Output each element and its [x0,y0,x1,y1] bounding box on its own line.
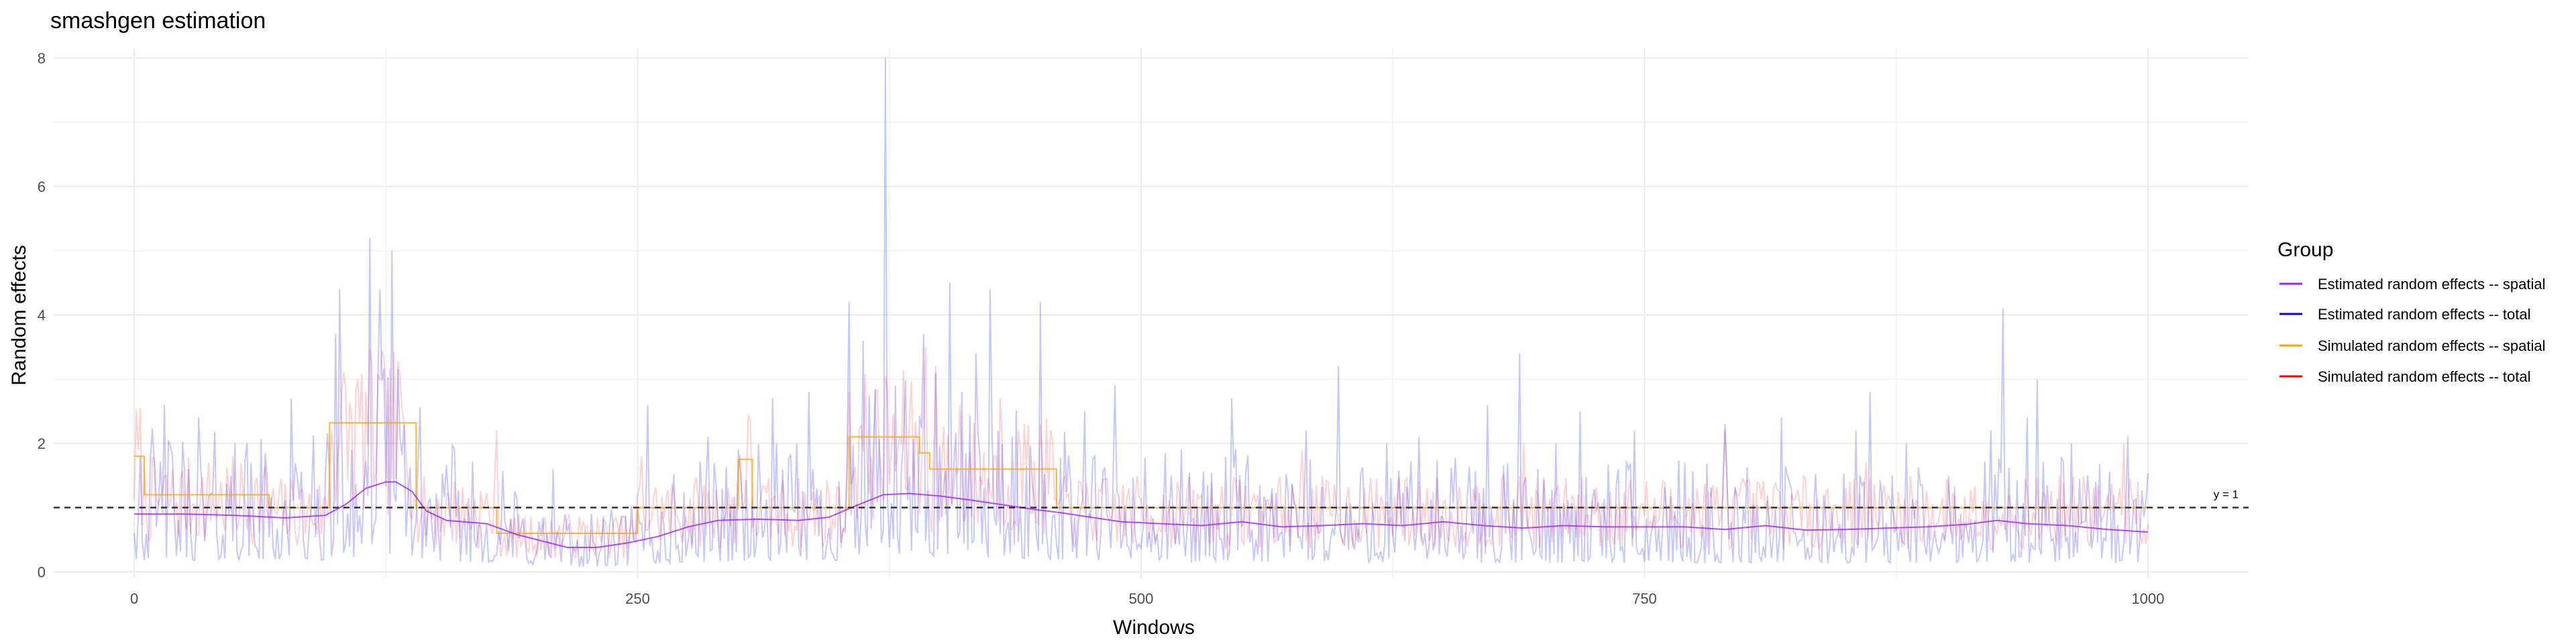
y-tick-label-2: 4 [38,307,46,323]
legend-label-simulated-total: Simulated random effects -- total [2318,368,2531,385]
legend-entry-simulated-spatial: Simulated random effects -- spatial [2279,337,2546,354]
legend-entry-simulated-total: Simulated random effects -- total [2279,368,2531,385]
x-axis-title: Windows [1113,616,1195,639]
tick-labels: 0 250 500 750 1000 0 2 4 6 8 [38,50,2165,607]
x-tick-label-4: 1000 [2131,590,2164,607]
legend-entry-estimated-spatial: Estimated random effects -- spatial [2279,276,2546,292]
legend-title: Group [2277,239,2333,261]
x-tick-label-1: 250 [625,590,650,607]
x-tick-label-2: 500 [1129,590,1154,607]
grid [54,48,2249,578]
x-tick-label-3: 750 [1632,590,1657,607]
legend-label-simulated-spatial: Simulated random effects -- spatial [2318,337,2546,354]
y-axis-title: Random effects [8,245,30,386]
y-tick-label-3: 6 [38,178,46,195]
reference-line-label: y = 1 [2214,488,2239,501]
legend-label-estimated-spatial: Estimated random effects -- spatial [2318,276,2546,292]
y-tick-label-4: 8 [38,50,46,66]
y-tick-label-1: 2 [38,435,46,452]
y-tick-label-0: 0 [38,564,46,580]
series-simulated-total-line [133,347,2149,560]
series-estimated-total-line [133,58,2149,568]
x-tick-label-0: 0 [130,590,138,607]
chart-title: smashgen estimation [50,8,266,34]
legend-label-estimated-total: Estimated random effects -- total [2318,306,2531,323]
legend: Group Estimated random effects -- spatia… [2277,239,2546,385]
legend-entry-estimated-total: Estimated random effects -- total [2279,306,2531,323]
reference-line-layer: y = 1 [54,488,2249,508]
